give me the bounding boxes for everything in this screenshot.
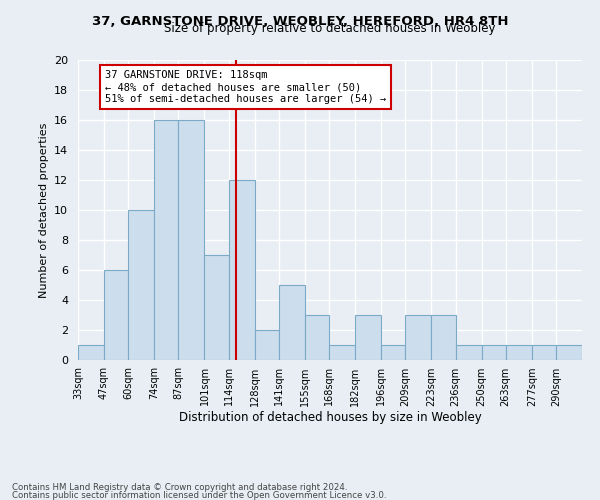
Text: 37 GARNSTONE DRIVE: 118sqm
← 48% of detached houses are smaller (50)
51% of semi: 37 GARNSTONE DRIVE: 118sqm ← 48% of deta… xyxy=(105,70,386,104)
Bar xyxy=(431,315,455,360)
Bar xyxy=(205,255,229,360)
Bar xyxy=(482,345,506,360)
Bar xyxy=(78,345,104,360)
Bar xyxy=(532,345,556,360)
Bar xyxy=(229,180,254,360)
Bar xyxy=(178,120,205,360)
Bar xyxy=(104,270,128,360)
Bar xyxy=(128,210,154,360)
Bar xyxy=(355,315,381,360)
Bar xyxy=(305,315,329,360)
Bar xyxy=(556,345,582,360)
Bar xyxy=(254,330,279,360)
Y-axis label: Number of detached properties: Number of detached properties xyxy=(38,122,49,298)
Title: Size of property relative to detached houses in Weobley: Size of property relative to detached ho… xyxy=(164,22,496,35)
Bar xyxy=(154,120,178,360)
Text: 37, GARNSTONE DRIVE, WEOBLEY, HEREFORD, HR4 8TH: 37, GARNSTONE DRIVE, WEOBLEY, HEREFORD, … xyxy=(92,15,508,28)
Bar xyxy=(381,345,406,360)
Text: Contains HM Land Registry data © Crown copyright and database right 2024.: Contains HM Land Registry data © Crown c… xyxy=(12,484,347,492)
X-axis label: Distribution of detached houses by size in Weobley: Distribution of detached houses by size … xyxy=(179,412,481,424)
Bar xyxy=(406,315,431,360)
Bar xyxy=(455,345,482,360)
Text: Contains public sector information licensed under the Open Government Licence v3: Contains public sector information licen… xyxy=(12,490,386,500)
Bar xyxy=(279,285,305,360)
Bar xyxy=(329,345,355,360)
Bar xyxy=(506,345,532,360)
